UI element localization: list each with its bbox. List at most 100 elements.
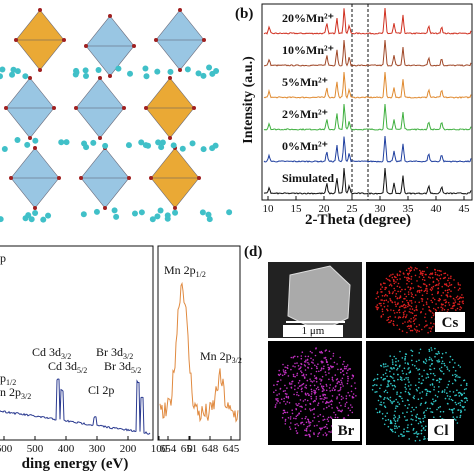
- eds-dot: [425, 409, 427, 412]
- eds-dot: [415, 419, 417, 422]
- eds-dot: [436, 274, 439, 276]
- atom: [178, 8, 182, 12]
- eds-dot: [441, 307, 444, 310]
- eds-dot: [389, 370, 391, 373]
- eds-dot: [326, 401, 329, 404]
- cs-atom: [81, 140, 88, 147]
- eds-dot: [409, 304, 411, 307]
- eds-dot: [301, 371, 303, 374]
- peak-label-main: p: [0, 371, 6, 385]
- eds-dot: [394, 386, 397, 388]
- eds-dot: [406, 426, 409, 429]
- eds-dot: [340, 395, 343, 398]
- eds-dot: [398, 425, 400, 428]
- eds-dot: [411, 293, 414, 296]
- eds-dot: [443, 308, 446, 311]
- eds-dot: [331, 378, 334, 381]
- eds-dot: [454, 401, 457, 404]
- eds-dot: [438, 269, 441, 272]
- eds-dot: [325, 389, 328, 392]
- eds-dot: [401, 305, 404, 308]
- eds-dot: [414, 274, 417, 277]
- atom: [38, 8, 42, 12]
- eds-dot: [328, 387, 331, 389]
- eds-dot: [391, 292, 394, 295]
- eds-dot: [461, 294, 463, 296]
- eds-dot: [433, 367, 436, 370]
- eds-dot: [420, 289, 423, 292]
- eds-dot: [404, 288, 407, 291]
- eds-dot: [401, 288, 403, 291]
- eds-dot: [406, 314, 408, 316]
- eds-dot: [428, 309, 431, 311]
- eds-dot: [412, 419, 414, 421]
- eds-dot: [284, 384, 286, 387]
- eds-dot: [309, 421, 312, 424]
- cs-atom: [200, 72, 207, 79]
- eds-dot: [323, 418, 326, 421]
- eds-dot: [380, 284, 382, 286]
- eds-dot: [305, 361, 307, 363]
- eds-dot: [404, 310, 406, 313]
- eds-dot: [322, 434, 325, 436]
- eds-dot: [425, 360, 428, 362]
- eds-dot: [310, 388, 313, 391]
- eds-dot: [426, 392, 428, 395]
- eds-dot: [292, 375, 295, 378]
- eds-dot: [394, 431, 397, 434]
- eds-dot: [392, 291, 395, 293]
- eds-dot: [319, 427, 321, 430]
- eds-dot: [404, 355, 407, 358]
- atom: [52, 106, 56, 110]
- atom: [62, 38, 66, 42]
- eds-dot: [282, 369, 285, 371]
- eds-dot: [418, 378, 420, 380]
- eds-dot: [336, 406, 338, 409]
- cs-atom: [158, 144, 165, 151]
- eds-dot: [321, 390, 324, 393]
- eds-dot: [425, 285, 428, 288]
- eds-dot: [399, 278, 401, 280]
- eds-dot: [434, 268, 436, 271]
- cs-atom: [127, 70, 134, 77]
- eds-dot: [342, 363, 344, 366]
- eds-dot: [438, 377, 441, 380]
- cs-atom: [0, 216, 4, 223]
- x-tick-label: 45: [459, 203, 471, 215]
- eds-dot: [399, 316, 402, 319]
- eds-dot: [346, 382, 349, 385]
- eds-dot: [435, 379, 438, 382]
- eds-dot: [416, 389, 419, 392]
- eds-dot: [460, 399, 463, 402]
- eds-dot: [424, 416, 426, 419]
- eds-dot: [396, 297, 399, 299]
- eds-dot: [407, 305, 409, 308]
- eds-dot: [436, 278, 438, 280]
- eds-dot: [465, 384, 468, 386]
- cs-atom: [32, 209, 39, 216]
- eds-dot: [376, 306, 378, 309]
- eds-dot: [322, 393, 324, 396]
- eds-dot: [295, 415, 298, 418]
- eds-dot: [437, 269, 439, 272]
- eds-dot: [326, 397, 328, 399]
- eds-dot: [430, 372, 432, 375]
- eds-dot: [453, 407, 455, 410]
- eds-dot: [329, 365, 332, 367]
- peak-label: Cl 2p: [88, 383, 114, 397]
- eds-dot: [422, 420, 425, 423]
- eds-dot: [312, 420, 314, 422]
- eds-dot: [449, 355, 452, 358]
- eds-dot: [347, 380, 349, 382]
- eds-dot: [396, 273, 399, 276]
- eds-dot: [290, 386, 293, 389]
- eds-dot: [383, 391, 386, 393]
- eds-dot: [394, 416, 397, 418]
- eds-dot: [379, 403, 382, 406]
- atom: [103, 206, 107, 210]
- cs-atom: [28, 216, 35, 223]
- eds-dot: [275, 389, 277, 392]
- eds-dot: [290, 422, 292, 424]
- xps-frame: [0, 245, 154, 441]
- eds-dot: [286, 393, 288, 395]
